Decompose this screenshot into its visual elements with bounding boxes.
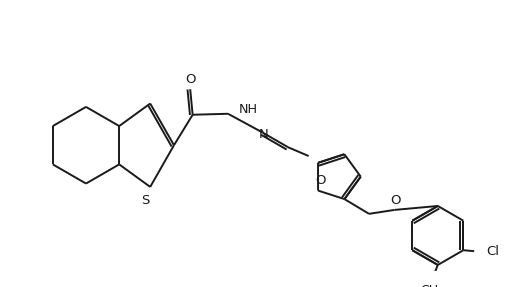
Text: O: O	[315, 174, 325, 187]
Text: O: O	[185, 73, 196, 86]
Text: N: N	[259, 128, 268, 141]
Text: Cl: Cl	[487, 245, 499, 258]
Text: NH: NH	[239, 103, 258, 116]
Text: CH₃: CH₃	[421, 284, 443, 287]
Text: S: S	[141, 194, 150, 207]
Text: O: O	[390, 193, 401, 207]
